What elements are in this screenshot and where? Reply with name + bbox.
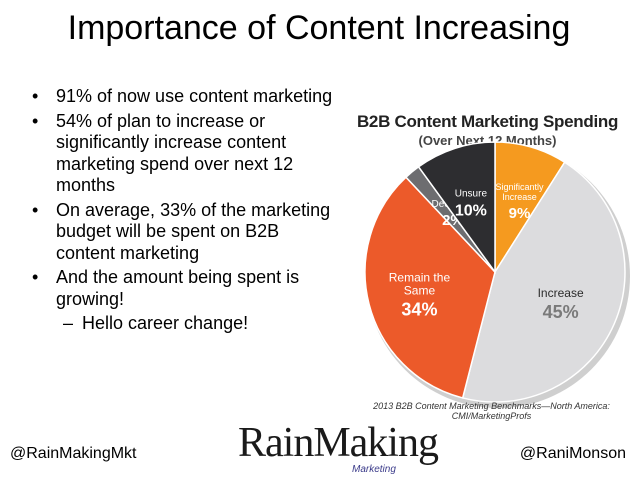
bullet-item: And the amount being spent is growing!: [30, 267, 340, 310]
chart-source: 2013 B2B Content Marketing Benchmarks—No…: [373, 401, 610, 421]
twitter-handle-left: @RainMakingMkt: [10, 445, 137, 462]
twitter-handle-right: @RaniMonson: [519, 445, 626, 462]
slice-label-significantly-increase: Increase: [502, 192, 537, 202]
bullet-list: 91% of now use content marketing 54% of …: [30, 86, 340, 338]
slice-label-remain-the-same: Remain the: [389, 270, 451, 284]
slice-value-increase: 45%: [543, 302, 579, 322]
pie-slice-increase: [461, 161, 626, 403]
bullet-item: On average, 33% of the marketing budget …: [30, 200, 340, 265]
bullet-item: 54% of plan to increase or significantly…: [30, 111, 340, 197]
sub-bullet-item: Hello career change!: [30, 313, 340, 335]
pie-slice-remain-the-same: [364, 176, 496, 399]
logo-wordmark: RainMaking: [238, 420, 439, 466]
slice-value-unsure: 10%: [455, 202, 487, 219]
chart-title: B2B Content Marketing Spending: [356, 112, 619, 131]
pie-slice-unsure: [417, 141, 496, 275]
slice-value-significantly-increase: 9%: [509, 205, 531, 222]
slice-label-increase: Increase: [538, 286, 584, 300]
bullet-item: 91% of now use content marketing: [30, 86, 340, 108]
slice-label-unsure: Unsure: [455, 188, 488, 199]
slice-label-significantly-increase: Significantly: [495, 182, 544, 192]
logo-subtitle: Marketing: [352, 464, 396, 475]
slice-label-remain-the-same: Same: [404, 283, 436, 297]
slide-title: Importance of Content Increasing: [67, 9, 571, 47]
slice-value-remain-the-same: 34%: [401, 299, 437, 319]
rainmaking-logo: RainMaking Marketing: [238, 420, 439, 478]
